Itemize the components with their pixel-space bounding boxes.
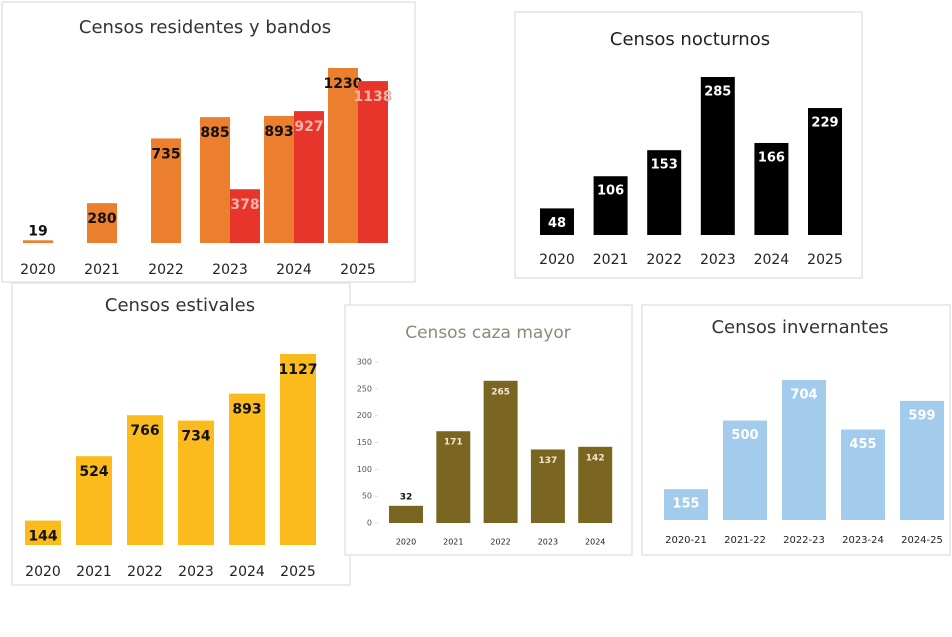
x-tick-label: 2025 bbox=[807, 252, 843, 268]
value-label: 166 bbox=[758, 150, 785, 165]
bar bbox=[484, 381, 518, 523]
x-tick-label: 2023 bbox=[212, 262, 248, 278]
value-label: 106 bbox=[597, 184, 624, 199]
value-label: 524 bbox=[79, 464, 108, 480]
value-label: 144 bbox=[28, 529, 57, 545]
value-label: 265 bbox=[491, 387, 510, 397]
chart-title: Censos invernantes bbox=[711, 317, 888, 338]
value-label: 1138 bbox=[354, 89, 393, 105]
value-label: 155 bbox=[672, 497, 699, 512]
y-tick-label: 250 bbox=[357, 384, 372, 393]
value-label: 893 bbox=[264, 124, 293, 140]
value-label: 1127 bbox=[279, 362, 318, 378]
x-tick-label: 2022 bbox=[646, 252, 682, 268]
x-tick-label: 2021 bbox=[443, 538, 463, 547]
value-label: 378 bbox=[230, 197, 259, 213]
value-label: 735 bbox=[151, 146, 180, 162]
x-tick-label: 2025 bbox=[280, 564, 316, 580]
bar bbox=[701, 77, 735, 235]
value-label: 734 bbox=[181, 429, 210, 445]
value-label: 885 bbox=[200, 125, 229, 141]
x-tick-label: 2023-24 bbox=[842, 535, 884, 546]
x-tick-label: 2024 bbox=[585, 538, 605, 547]
y-tick-label: 200 bbox=[357, 411, 372, 420]
x-tick-label: 2021 bbox=[84, 262, 120, 278]
value-label: 599 bbox=[908, 408, 935, 423]
bar bbox=[280, 354, 316, 545]
x-tick-label: 2024 bbox=[754, 252, 790, 268]
value-label: 153 bbox=[651, 158, 678, 173]
x-tick-label: 2024 bbox=[276, 262, 312, 278]
y-tick-label: 50 bbox=[362, 492, 372, 501]
x-tick-label: 2023 bbox=[700, 252, 736, 268]
value-label: 142 bbox=[586, 453, 605, 463]
value-label: 893 bbox=[232, 402, 261, 418]
x-tick-label: 2020 bbox=[25, 564, 61, 580]
bar bbox=[23, 240, 53, 243]
value-label: 704 bbox=[790, 388, 817, 403]
value-label: 171 bbox=[444, 438, 463, 448]
chart-title: Censos caza mayor bbox=[405, 323, 571, 343]
x-tick-label: 2022 bbox=[490, 538, 510, 547]
x-tick-label: 2022 bbox=[127, 564, 163, 580]
value-label: 285 bbox=[704, 85, 731, 100]
value-label: 19 bbox=[28, 223, 47, 239]
value-label: 927 bbox=[294, 119, 323, 135]
x-tick-label: 2020 bbox=[396, 538, 416, 547]
value-label: 500 bbox=[731, 428, 758, 443]
value-label: 455 bbox=[849, 437, 876, 452]
x-tick-label: 2022 bbox=[148, 262, 184, 278]
chart-title: Censos residentes y bandos bbox=[79, 17, 331, 38]
x-tick-label: 2021 bbox=[76, 564, 112, 580]
y-tick-label: 150 bbox=[357, 438, 372, 447]
y-tick-label: 300 bbox=[357, 358, 372, 367]
x-tick-label: 2021 bbox=[593, 252, 629, 268]
chart-title: Censos estivales bbox=[105, 295, 255, 316]
x-tick-label: 2022-23 bbox=[783, 535, 825, 546]
x-tick-label: 2025 bbox=[340, 262, 376, 278]
value-label: 48 bbox=[548, 216, 566, 231]
x-tick-label: 2020-21 bbox=[665, 535, 707, 546]
value-label: 280 bbox=[87, 211, 116, 227]
value-label: 229 bbox=[811, 116, 838, 131]
chart-title: Censos nocturnos bbox=[610, 29, 770, 50]
x-tick-label: 2021-22 bbox=[724, 535, 766, 546]
x-tick-label: 2023 bbox=[538, 538, 558, 547]
x-tick-label: 2020 bbox=[20, 262, 56, 278]
value-label: 32 bbox=[400, 492, 413, 502]
bar bbox=[389, 506, 423, 523]
infographic: Censos residentes y bandos 2020 19 2021 280 2… bbox=[0, 0, 952, 637]
y-tick-label: 100 bbox=[357, 465, 372, 474]
value-label: 766 bbox=[130, 423, 159, 439]
x-tick-label: 2024 bbox=[229, 564, 265, 580]
x-tick-label: 2023 bbox=[178, 564, 214, 580]
value-label: 137 bbox=[539, 456, 558, 466]
y-tick-label: 0 bbox=[367, 519, 372, 528]
bar bbox=[358, 81, 388, 243]
x-tick-label: 2020 bbox=[539, 252, 575, 268]
x-tick-label: 2024-25 bbox=[901, 535, 943, 546]
